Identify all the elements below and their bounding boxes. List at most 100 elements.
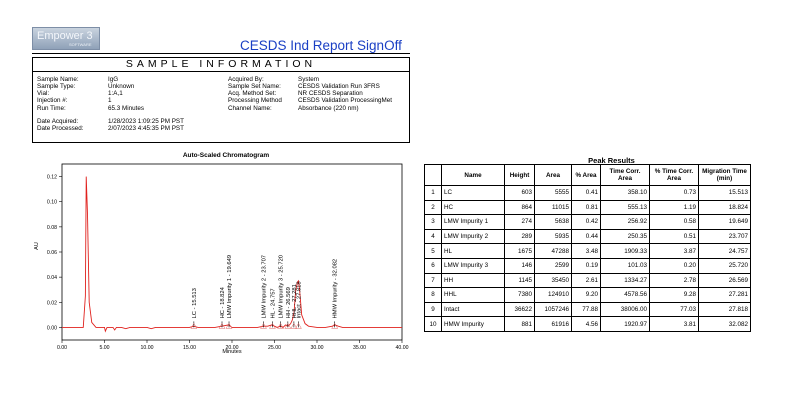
info-value: 1/28/2023 1:09:25 PM PST [108,118,184,125]
info-value: IgG [108,76,119,83]
y-axis: 0.00 0.02 0.04 0.06 0.08 0.10 0.12 [47,175,62,331]
table-cell: 3.48 [571,243,601,259]
table-cell: 23.707 [698,228,751,245]
x-tick-label: 30.00 [311,345,324,351]
table-cell: 1145 [504,272,535,289]
x-tick-label: 10.00 [141,345,154,351]
peak-boundary-marker [218,322,226,329]
column-header: Name [441,164,505,186]
peak-boundary-marker [225,322,233,329]
info-value: 2/07/2023 4:45:35 PM PST [108,125,184,132]
info-label: Channel Name: [228,105,272,112]
table-cell: 7 [424,272,442,289]
x-axis-label: Minutes [222,349,242,355]
table-cell: 35450 [534,272,572,289]
table-cell: 9 [424,301,442,318]
info-value: Unknown [108,83,135,90]
y-tick-label: 0.12 [47,175,57,181]
table-cell: 77.03 [649,301,699,318]
table-cell: 1334.27 [600,272,650,289]
peak-label: HH - 26.569 [286,287,292,318]
table-cell: 2.61 [571,272,601,289]
peak-boundary-marker [190,322,198,329]
report-title: CESDS Ind Report SignOff [240,38,402,53]
table-row: 5 HL 1675 47288 3.48 1909.33 3.87 24.757 [424,243,751,259]
table-cell: 0.41 [571,185,601,201]
table-cell: 5555 [534,185,572,201]
table-cell: 101.03 [600,257,650,274]
x-tick-label: 5.00 [99,345,109,351]
table-cell: 4578.56 [600,287,650,303]
table-cell: 36622 [504,301,535,318]
x-tick-label: 20.00 [226,345,239,351]
x-tick-label: 0.00 [57,345,67,351]
table-cell: LMW Impurity 2 [441,228,505,245]
y-tick-label: 0.08 [47,225,57,231]
table-cell: 5638 [534,214,572,230]
peak-label: HC - 18.824 [220,286,226,318]
table-cell: 11015 [534,199,572,216]
table-row: 2 HC 864 11015 0.81 555.13 1.19 18.824 [424,199,751,216]
table-row: 8 HHL 7380 124910 9.20 4578.56 9.28 27.281 [424,287,751,303]
table-cell: HMW Impurity [441,316,505,332]
table-cell: 9.28 [649,287,699,303]
peak-boundary-marker [284,322,292,329]
table-cell: 19.649 [698,214,751,230]
table-cell: 2599 [534,257,572,274]
column-header: % Area [571,164,601,186]
peak-boundary-marker [268,322,276,329]
table-cell: 0.42 [571,214,601,230]
info-label: Sample Set Name: [228,83,281,90]
y-tick-label: 0.10 [47,200,57,206]
table-cell: 15.513 [698,185,751,201]
table-header-row: Name Height Area % Area Time Corr. Area … [424,164,751,186]
info-label: Acq. Method Set: [228,90,277,97]
table-cell: 0.44 [571,228,601,245]
table-cell: 0.19 [571,257,601,274]
table-cell: 18.824 [698,199,751,216]
y-axis-label: AU [34,242,40,250]
info-label: Acquired By: [228,76,264,83]
info-value: 1 [108,97,112,104]
column-header: Height [504,164,535,186]
table-row: 3 LMW Impurity 1 274 5638 0.42 256.92 0.58 19.6… [424,214,751,230]
peak-boundary-marker [290,322,298,329]
x-tick-label: 35.00 [353,345,366,351]
column-header: Migration Time (min) [698,164,751,186]
peak-label: LMW Impurity 3 - 25.720 [279,255,285,318]
table-cell: 5935 [534,228,572,245]
chart-title: Auto-Scaled Chromatogram [183,152,270,159]
table-row: 6 LMW Impurity 3 146 2599 0.19 101.03 0.20 25.7… [424,257,751,274]
table-cell: 32.082 [698,316,751,332]
table-cell: 881 [504,316,535,332]
table-cell: 274 [504,214,535,230]
info-label: Injection #: [37,97,68,104]
table-cell: 146 [504,257,535,274]
peak-results-table: Name Height Area % Area Time Corr. Area … [424,164,751,332]
empower-logo: Empower 3 SOFTWARE [32,27,100,50]
info-label: Processing Method [228,97,282,104]
peak-boundary-marker [277,322,285,329]
column-header [424,164,442,186]
table-cell: 3.87 [649,243,699,259]
table-cell: 0.20 [649,257,699,274]
peak-boundary-marker [331,322,339,329]
sample-information-header: SAMPLE INFORMATION [33,58,409,72]
table-cell: 256.92 [600,214,650,230]
title-divider [32,53,410,54]
table-cell: 6 [424,257,442,274]
table-cell: 1920.97 [600,316,650,332]
info-label: Run Time: [37,105,66,112]
info-value: 1:A,1 [108,90,123,97]
table-cell: 7380 [504,287,535,303]
x-tick-label: 40.00 [396,345,409,351]
logo-text: Empower 3 [37,30,93,42]
table-cell: 864 [504,199,535,216]
table-cell: 61916 [534,316,572,332]
table-cell: 0.73 [649,185,699,201]
table-cell: 124910 [534,287,572,303]
column-header: Time Corr. Area [600,164,650,186]
table-cell: Intact [441,301,505,318]
info-label: Sample Type: [37,83,76,90]
table-cell: HC [441,199,505,216]
